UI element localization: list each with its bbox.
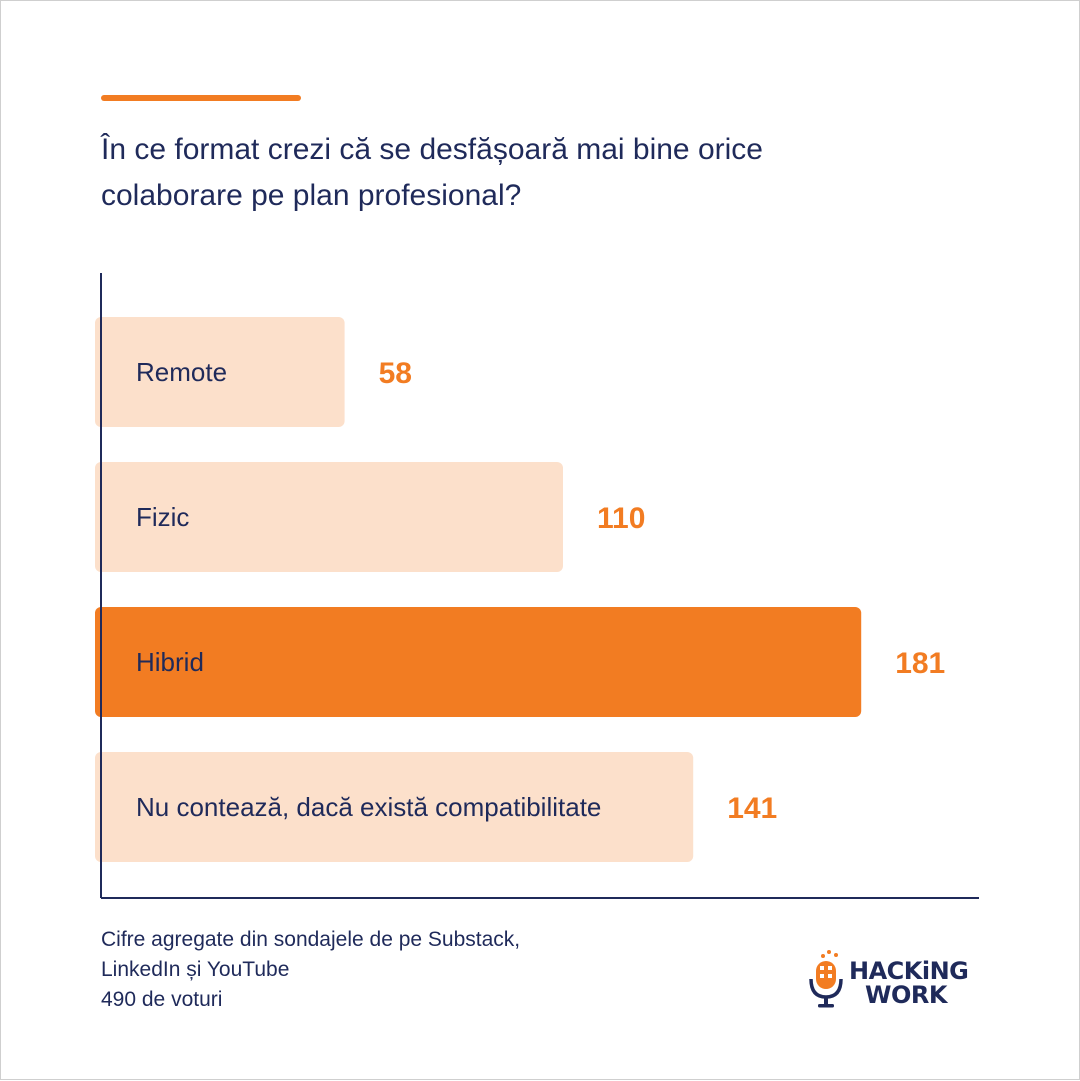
- bar-value-2: 181: [895, 647, 945, 680]
- bar-label-2: Hibrid: [136, 647, 204, 677]
- bar-value-1: 110: [597, 502, 645, 535]
- logo-wordmark: HACKiNG WORK: [849, 957, 969, 1009]
- chart-title-line-2: colaborare pe plan profesional?: [101, 179, 522, 212]
- bar-value-0: 58: [379, 357, 412, 390]
- bar-value-3: 141: [727, 792, 777, 825]
- bar-label-0: Remote: [136, 357, 227, 387]
- bar-3: [95, 752, 694, 862]
- hacking-work-logo: HACKiNG WORK: [807, 945, 987, 1015]
- footnote-line-1: Cifre agregate din sondajele de pe Subst…: [101, 928, 521, 951]
- microphone-icon: [809, 950, 843, 1008]
- bar-0: [95, 317, 345, 427]
- bar-2: [95, 607, 862, 717]
- footnote-line-2: LinkedIn și YouTube: [101, 958, 290, 981]
- bar-1: [95, 462, 563, 572]
- bar-label-1: Fizic: [136, 502, 189, 532]
- chart-title-line-1: În ce format crezi că se desfășoară mai …: [101, 133, 763, 166]
- footnote: Cifre agregate din sondajele de pe Subst…: [101, 925, 661, 1015]
- accent-rule: [101, 95, 301, 101]
- logo-line-2: WORK: [865, 981, 947, 1009]
- chart-title: În ce format crezi că se desfășoară mai …: [101, 127, 961, 219]
- footnote-line-3: 490 de voturi: [101, 988, 223, 1011]
- bar-label-3: Nu contează, dacă există compatibilitate: [136, 792, 601, 822]
- logo-line-1: HACKiNG: [849, 957, 969, 985]
